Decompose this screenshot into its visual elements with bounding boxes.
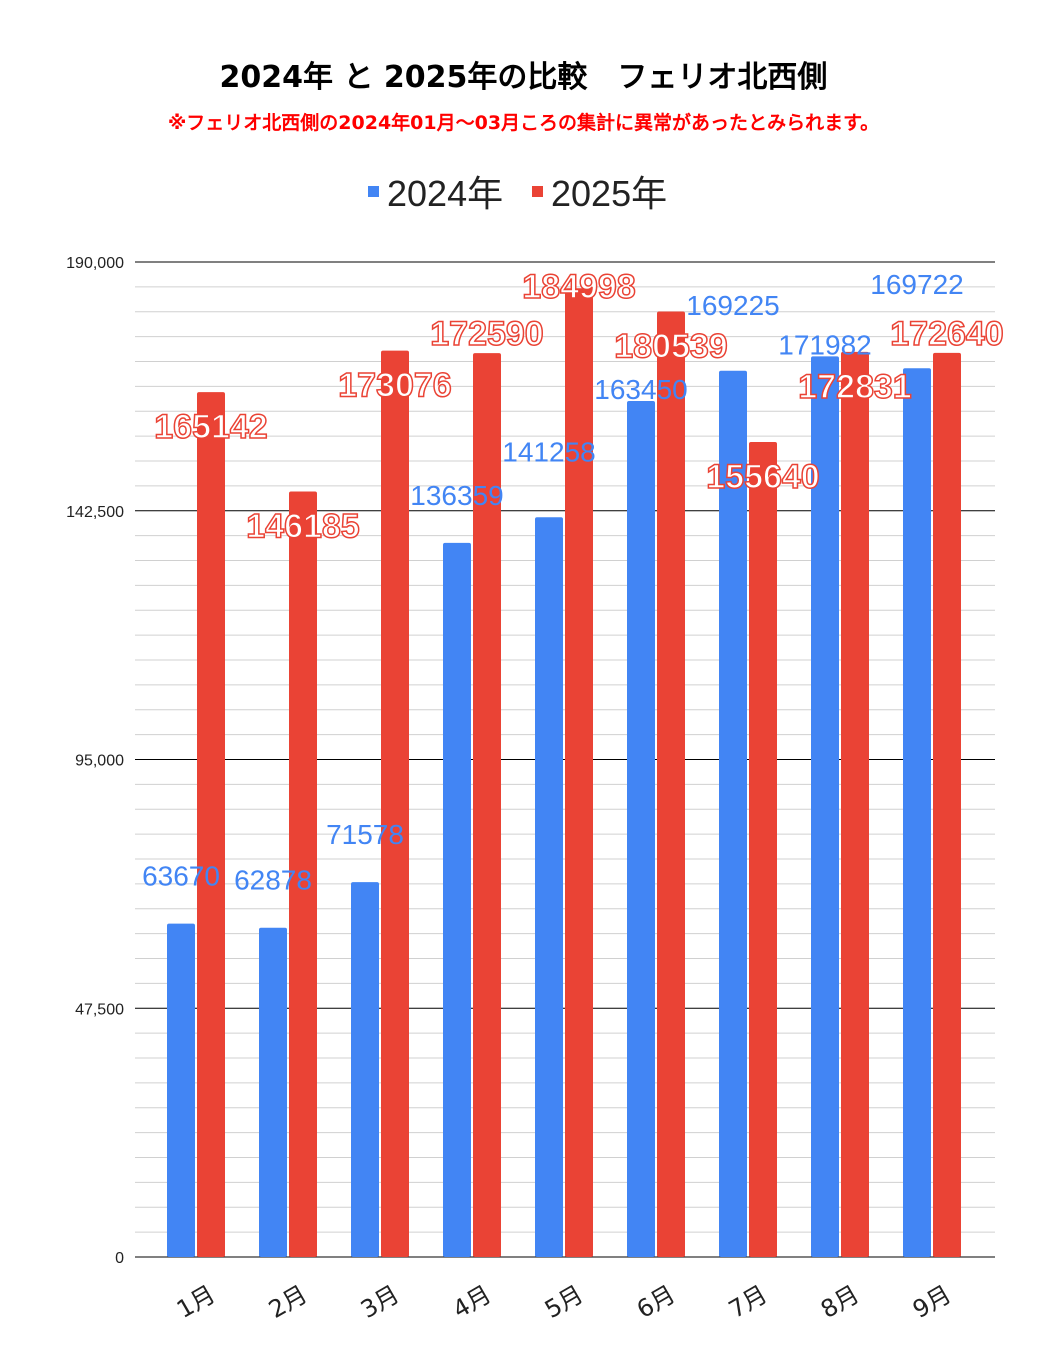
bar-2025 [289,491,317,1257]
y-tick-label: 0 [115,1250,124,1267]
bar-2025 [841,351,869,1257]
data-label-2024: 71578 [326,819,404,850]
x-tick-label: 2月 [264,1280,312,1324]
bar-2024 [351,882,379,1257]
bar-2025 [933,352,961,1257]
data-label-2025: 173076 [338,367,451,405]
bar-2024 [167,923,195,1257]
chart-subtitle: ※フェリオ北西側の2024年01月～03月ころの集計に異常があったとみられます。 [167,112,880,134]
data-label-2025: 155640 [706,458,819,496]
y-tick-label: 142,500 [66,504,124,521]
x-tick-label: 4月 [448,1280,496,1324]
bar-2025 [749,441,777,1258]
data-label-2025: 172831 [798,368,911,406]
bar-2024 [627,401,655,1257]
x-tick-label: 5月 [540,1280,588,1324]
bar-2024 [903,368,931,1257]
data-label-2025: 172590 [430,315,543,353]
x-tick-label: 7月 [724,1280,772,1324]
legend-label: 2024年 [387,173,503,214]
data-label-2024: 169722 [870,269,963,300]
bar-2025 [657,311,685,1257]
x-tick-label: 8月 [816,1280,864,1324]
data-label-2025: 165142 [154,408,267,446]
legend-swatch [368,186,379,197]
data-label-2024: 169225 [686,290,779,321]
data-label-2024: 141258 [502,436,595,467]
data-label-2025: 184998 [522,268,635,306]
bar-2024 [443,542,471,1257]
data-label-2024: 63670 [142,861,220,892]
bar-2024 [811,356,839,1257]
chart-title: 2024年 と 2025年の比較 フェリオ北西側 [219,60,828,95]
bar-2025 [197,392,225,1257]
bar-2025 [473,353,501,1257]
data-label-2024: 62878 [234,865,312,896]
x-tick-label: 3月 [356,1280,404,1324]
bar-2024 [535,517,563,1257]
bar-2025 [565,288,593,1257]
y-tick-label: 190,000 [66,255,124,272]
data-label-2024: 171982 [778,329,871,360]
data-label-2025: 180539 [614,328,727,366]
x-tick-label: 6月 [632,1280,680,1324]
legend-swatch [532,186,543,197]
data-label-2024: 163450 [594,374,687,405]
data-label-2024: 136359 [410,480,503,511]
bar-2025 [381,350,409,1258]
data-label-2025: 146185 [246,507,359,545]
x-tick-label: 9月 [908,1280,956,1324]
bar-2024 [719,370,747,1257]
x-tick-label: 1月 [172,1280,220,1324]
bar-2024 [259,927,287,1257]
legend-label: 2025年 [551,173,667,214]
y-tick-label: 95,000 [75,753,124,770]
data-label-2025: 172640 [890,315,1003,353]
y-tick-label: 47,500 [75,1001,124,1018]
